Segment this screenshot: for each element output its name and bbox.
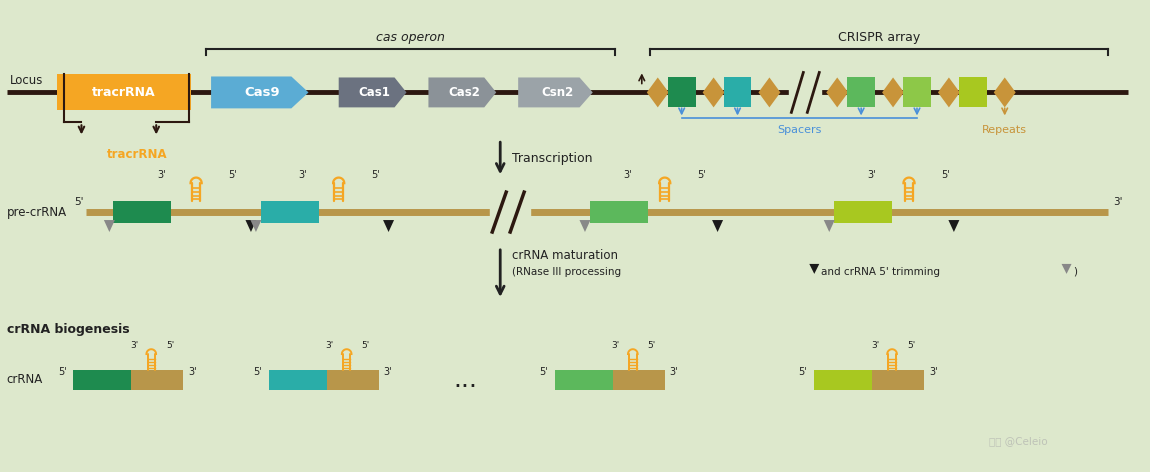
Bar <box>613 370 665 389</box>
Text: Cas2: Cas2 <box>448 86 481 99</box>
Text: 3': 3' <box>871 341 880 350</box>
Text: 5': 5' <box>58 367 67 377</box>
Polygon shape <box>994 77 1015 107</box>
Polygon shape <box>938 77 960 107</box>
Text: (RNase III processing: (RNase III processing <box>512 267 621 277</box>
Text: 5': 5' <box>539 367 549 377</box>
Polygon shape <box>882 77 904 107</box>
Text: 3': 3' <box>384 367 392 377</box>
Polygon shape <box>383 220 394 232</box>
Text: 5': 5' <box>229 170 237 180</box>
Text: crRNA maturation: crRNA maturation <box>512 249 619 262</box>
Text: Csn2: Csn2 <box>542 86 574 99</box>
Text: CRISPR array: CRISPR array <box>838 31 920 43</box>
Text: tracrRNA: tracrRNA <box>107 148 167 161</box>
Text: 5': 5' <box>371 170 380 180</box>
Text: ): ) <box>1074 267 1078 277</box>
Text: 3': 3' <box>299 170 307 180</box>
Bar <box>903 77 932 107</box>
Text: Cas1: Cas1 <box>359 86 391 99</box>
Bar <box>327 370 378 389</box>
Polygon shape <box>245 220 256 232</box>
Polygon shape <box>823 220 835 232</box>
Text: 3': 3' <box>156 170 166 180</box>
Text: cas operon: cas operon <box>376 31 445 43</box>
Text: ...: ... <box>453 368 477 392</box>
Text: 3': 3' <box>130 341 138 350</box>
Text: Spacers: Spacers <box>777 126 821 135</box>
Polygon shape <box>703 77 724 107</box>
Text: 3': 3' <box>868 170 876 180</box>
FancyArrow shape <box>519 77 592 107</box>
Polygon shape <box>251 220 261 232</box>
FancyArrow shape <box>429 77 497 107</box>
Text: and crRNA 5' trimming: and crRNA 5' trimming <box>821 267 941 277</box>
Bar <box>848 77 875 107</box>
Bar <box>872 370 923 389</box>
Text: Transcription: Transcription <box>512 152 592 165</box>
Bar <box>555 370 613 389</box>
Bar <box>269 370 327 389</box>
Text: 知乎 @Celeio: 知乎 @Celeio <box>989 437 1048 447</box>
Text: crRNA biogenesis: crRNA biogenesis <box>7 323 129 336</box>
Text: 5': 5' <box>942 170 950 180</box>
Bar <box>959 77 987 107</box>
Text: 5': 5' <box>361 341 370 350</box>
Polygon shape <box>646 77 668 107</box>
Bar <box>56 75 191 110</box>
Polygon shape <box>949 220 959 232</box>
Text: 3': 3' <box>612 341 620 350</box>
Polygon shape <box>759 77 781 107</box>
FancyArrow shape <box>339 77 406 107</box>
Text: 5': 5' <box>647 341 655 350</box>
Text: crRNA: crRNA <box>7 373 43 386</box>
Polygon shape <box>826 77 849 107</box>
Text: Locus: Locus <box>9 75 43 87</box>
Bar <box>74 370 131 389</box>
Polygon shape <box>1061 264 1072 274</box>
Text: 5': 5' <box>253 367 262 377</box>
Polygon shape <box>712 220 723 232</box>
Text: 5': 5' <box>907 341 915 350</box>
Text: 3': 3' <box>189 367 197 377</box>
Text: 5': 5' <box>166 341 175 350</box>
FancyArrow shape <box>212 76 308 109</box>
Polygon shape <box>580 220 590 232</box>
Bar <box>261 201 319 223</box>
Bar <box>668 77 696 107</box>
Text: 3': 3' <box>623 170 633 180</box>
Text: 3': 3' <box>929 367 937 377</box>
Text: 3': 3' <box>325 341 334 350</box>
Text: pre-crRNA: pre-crRNA <box>7 206 67 219</box>
Polygon shape <box>810 264 819 274</box>
Bar <box>723 77 751 107</box>
Polygon shape <box>104 220 115 232</box>
Text: 5': 5' <box>74 197 84 207</box>
Text: Repeats: Repeats <box>982 126 1027 135</box>
Text: 5': 5' <box>697 170 706 180</box>
Bar <box>131 370 183 389</box>
Bar <box>114 201 171 223</box>
Text: 5': 5' <box>798 367 807 377</box>
Text: 3': 3' <box>1113 197 1122 207</box>
Bar <box>590 201 647 223</box>
Bar <box>814 370 872 389</box>
Text: Cas9: Cas9 <box>245 86 281 99</box>
Text: 3': 3' <box>669 367 678 377</box>
Bar <box>834 201 892 223</box>
Text: tracrRNA: tracrRNA <box>92 86 155 99</box>
